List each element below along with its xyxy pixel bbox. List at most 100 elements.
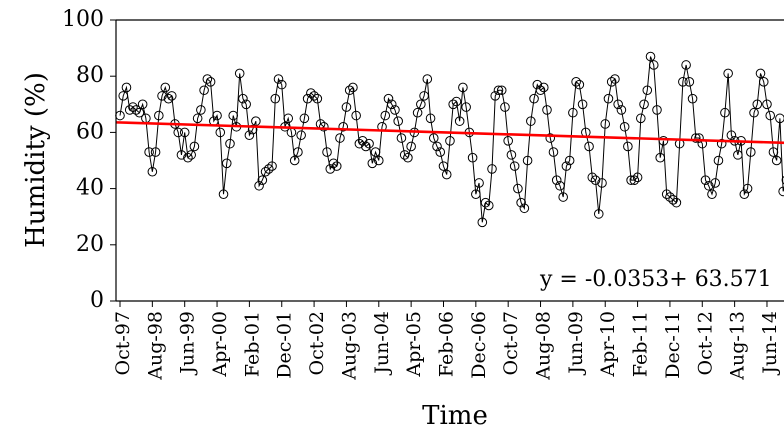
data-point xyxy=(752,99,763,110)
data-point xyxy=(179,127,190,138)
data-point xyxy=(302,93,313,104)
data-point xyxy=(593,209,604,219)
data-point xyxy=(296,130,306,141)
data-point xyxy=(542,105,552,115)
data-point xyxy=(234,68,245,79)
x-tick-label: Feb-01 xyxy=(241,311,263,377)
data-point xyxy=(720,107,730,118)
data-point xyxy=(196,105,206,115)
data-point xyxy=(746,147,756,157)
y-tick-label: 20 xyxy=(76,232,104,257)
data-point xyxy=(480,197,491,208)
data-point xyxy=(587,172,598,183)
x-axis-title: Time xyxy=(422,401,488,431)
x-tick-label: Feb-11 xyxy=(630,311,652,377)
data-point xyxy=(671,197,682,208)
data-point xyxy=(733,150,743,160)
data-point xyxy=(241,99,251,110)
data-point xyxy=(134,107,145,118)
data-point xyxy=(137,99,148,110)
data-point xyxy=(160,82,171,93)
data-point xyxy=(632,172,643,183)
axes: 0 20 40 60 80 100 Oct-97 Aug-98 Jun-99 Apr-00 Feb-… xyxy=(62,7,784,381)
data-point xyxy=(428,133,439,143)
data-point xyxy=(577,99,588,110)
data-point xyxy=(778,186,784,197)
data-point xyxy=(619,121,630,132)
data-point xyxy=(610,74,620,84)
y-tick-label: 60 xyxy=(76,119,104,144)
data-point xyxy=(642,85,653,96)
trendline-layer xyxy=(115,121,784,145)
data-point xyxy=(461,102,471,112)
data-point xyxy=(458,82,468,93)
data-point xyxy=(121,82,132,93)
data-point xyxy=(597,178,607,188)
data-point xyxy=(467,152,478,163)
data-point xyxy=(416,99,426,110)
data-point xyxy=(526,116,536,126)
data-point xyxy=(739,189,750,200)
data-point xyxy=(681,60,691,70)
data-point xyxy=(218,189,229,200)
data-point xyxy=(183,152,193,163)
data-point xyxy=(189,141,200,152)
data-point xyxy=(687,93,698,104)
data-point xyxy=(435,147,446,157)
data-point xyxy=(166,91,177,101)
data-point xyxy=(703,180,714,191)
data-point xyxy=(765,110,776,121)
data-point xyxy=(474,178,484,188)
data-point xyxy=(623,141,633,152)
data-point xyxy=(361,141,371,152)
data-point xyxy=(742,183,753,194)
data-point xyxy=(422,74,433,84)
data-point xyxy=(344,85,355,96)
data-point xyxy=(221,158,232,169)
data-point xyxy=(691,133,701,143)
data-point xyxy=(648,60,659,70)
data-point xyxy=(506,150,517,160)
data-point xyxy=(723,68,733,79)
x-tick-label: Jun-04 xyxy=(371,311,393,376)
data-point xyxy=(600,119,611,129)
data-point xyxy=(386,99,397,110)
data-point xyxy=(425,113,436,124)
y-tick-label: 80 xyxy=(76,63,104,88)
data-point xyxy=(606,77,617,87)
data-point xyxy=(270,93,281,104)
trendline-equation: y = -0.0353+ 63.571 xyxy=(539,267,772,292)
data-point xyxy=(710,178,721,188)
data-point xyxy=(147,166,158,177)
x-tick-label: Jun-09 xyxy=(565,311,587,376)
data-point xyxy=(716,138,727,149)
data-point xyxy=(561,161,572,171)
data-point xyxy=(215,127,226,138)
data-point xyxy=(406,141,416,152)
data-point xyxy=(432,141,442,152)
data-point xyxy=(558,192,568,202)
data-point xyxy=(328,158,339,169)
data-point xyxy=(276,79,287,90)
data-point xyxy=(338,121,349,132)
data-point xyxy=(293,147,303,157)
data-point xyxy=(700,175,711,185)
data-point xyxy=(758,77,769,87)
data-point xyxy=(655,152,666,163)
x-tick-label: Oct-12 xyxy=(694,311,716,375)
data-point xyxy=(364,138,374,149)
data-point xyxy=(448,99,458,110)
x-tick-label: Dec-06 xyxy=(468,311,490,379)
data-point xyxy=(383,93,394,104)
data-point xyxy=(678,77,688,87)
data-point xyxy=(483,200,494,211)
data-point xyxy=(529,93,539,104)
data-point xyxy=(665,192,675,202)
data-point xyxy=(535,85,546,96)
data-point xyxy=(176,150,187,160)
data-point xyxy=(487,164,497,174)
x-tick-label: Oct-02 xyxy=(306,311,328,375)
y-axis-title: Humidity (%) xyxy=(21,72,51,248)
data-point xyxy=(354,138,365,149)
data-point xyxy=(144,147,154,157)
